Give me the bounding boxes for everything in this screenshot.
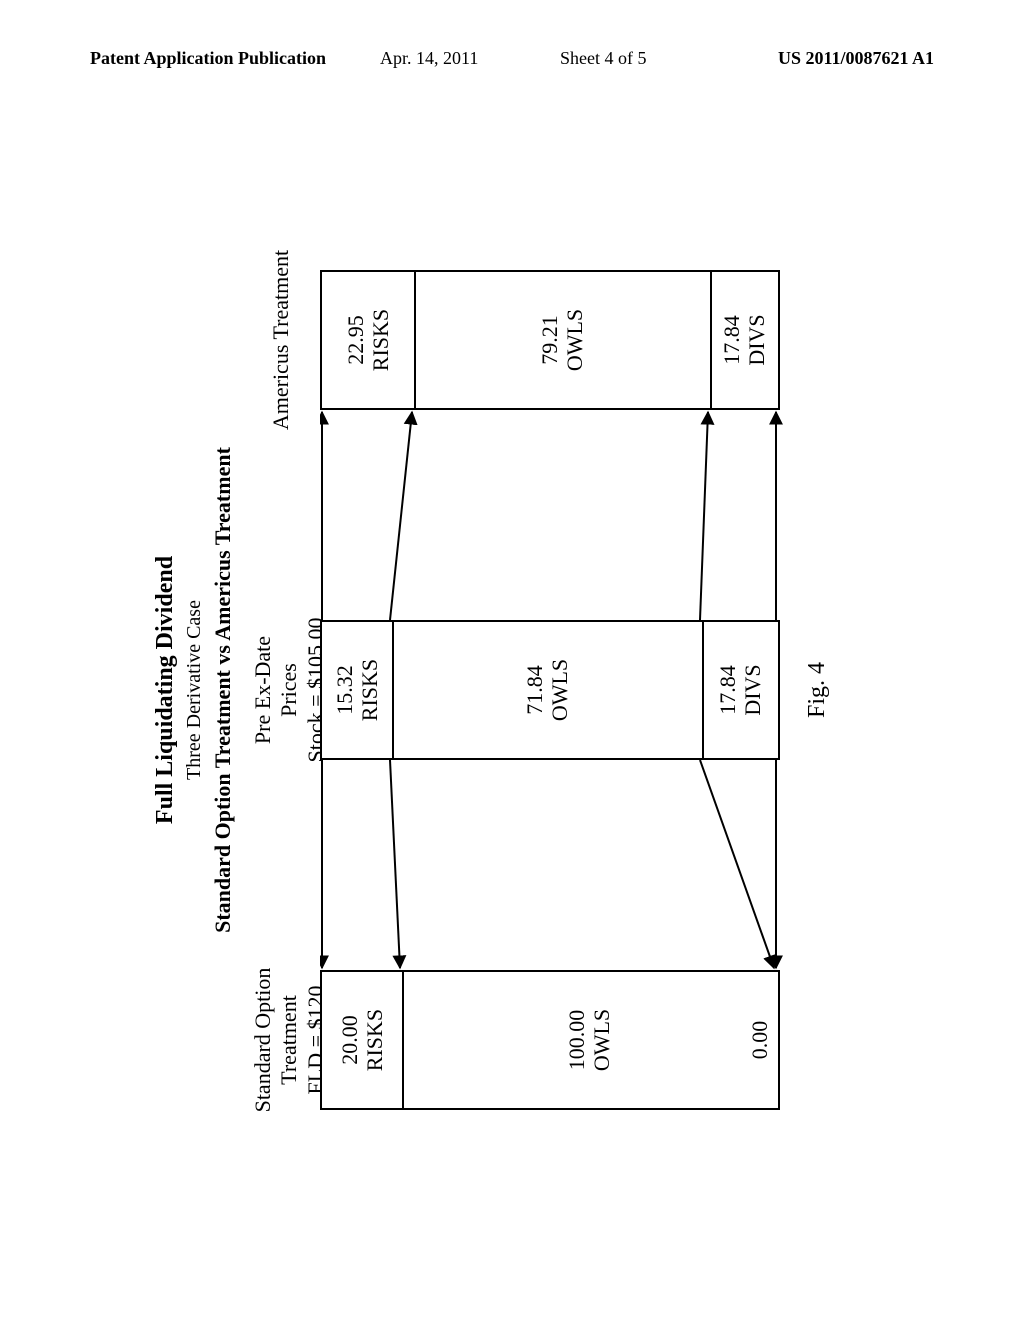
bar-right-owls-label: OWLS xyxy=(562,309,587,371)
heading-mid-line2: Prices xyxy=(276,663,301,717)
bar-right-owls-value: 79.21 xyxy=(537,315,562,365)
heading-right: Americus Treatment xyxy=(268,230,294,450)
bar-left-risks-label: RISKS xyxy=(362,1009,387,1071)
diagram: 20.00 RISKS 100.00 OWLS 0.00 15.32 RISKS… xyxy=(320,180,790,1200)
bar-mid-risks-label: RISKS xyxy=(357,659,382,721)
bar-mid-divs-value: 17.84 xyxy=(715,665,740,715)
figure-caption: Fig. 4 xyxy=(804,180,831,1200)
bar-right-risks-value: 22.95 xyxy=(343,315,368,365)
bar-left-divs: 0.00 xyxy=(742,972,778,1108)
heading-right-line1: Americus Treatment xyxy=(268,250,293,430)
bar-mid-divs-label: DIVS xyxy=(740,664,765,715)
bar-right: 22.95 RISKS 79.21 OWLS 17.84 DIVS xyxy=(320,270,780,410)
heading-left-line1: Standard Option Treatment xyxy=(250,968,301,1113)
bar-mid-owls: 71.84 OWLS xyxy=(392,622,702,758)
bar-mid-owls-value: 71.84 xyxy=(522,665,547,715)
bar-left-risks: 20.00 RISKS xyxy=(322,972,402,1108)
title-line-1: Full Liquidating Dividend xyxy=(152,180,179,1200)
bar-mid: 15.32 RISKS 71.84 OWLS 17.84 DIVS xyxy=(320,620,780,760)
bar-right-owls: 79.21 OWLS xyxy=(414,272,710,408)
bar-mid-risks-value: 15.32 xyxy=(332,665,357,715)
heading-mid-line1: Pre Ex-Date xyxy=(250,636,275,744)
bar-left-owls-value: 100.00 xyxy=(564,1010,589,1071)
bar-left: 20.00 RISKS 100.00 OWLS 0.00 xyxy=(320,970,780,1110)
column-headings: Standard Option Treatment FLD = $120 Pre… xyxy=(250,180,320,1200)
bar-right-divs-label: DIVS xyxy=(744,314,769,365)
heading-mid: Pre Ex-Date Prices Stock = $105.00 xyxy=(250,580,329,800)
bar-left-risks-value: 20.00 xyxy=(337,1015,362,1065)
bar-left-owls: 100.00 OWLS xyxy=(402,972,776,1108)
header-sheet: Sheet 4 of 5 xyxy=(560,48,646,69)
header-date: Apr. 14, 2011 xyxy=(380,48,478,69)
header-pubno: US 2011/0087621 A1 xyxy=(778,48,934,69)
bar-mid-owls-label: OWLS xyxy=(547,659,572,721)
bar-mid-risks: 15.32 RISKS xyxy=(322,622,392,758)
bar-right-divs: 17.84 DIVS xyxy=(710,272,778,408)
figure-titles: Full Liquidating Dividend Three Derivati… xyxy=(152,180,236,1200)
title-line-3: Standard Option Treatment vs Americus Tr… xyxy=(210,180,236,1200)
bar-right-risks-label: RISKS xyxy=(368,309,393,371)
bar-left-divs-value: 0.00 xyxy=(747,1021,772,1060)
figure: Full Liquidating Dividend Three Derivati… xyxy=(152,180,872,1200)
bar-right-risks: 22.95 RISKS xyxy=(322,272,414,408)
bar-right-divs-value: 17.84 xyxy=(719,315,744,365)
bar-mid-divs: 17.84 DIVS xyxy=(702,622,778,758)
heading-left: Standard Option Treatment FLD = $120 xyxy=(250,930,329,1150)
title-line-2: Three Derivative Case xyxy=(183,180,206,1200)
bar-left-owls-label: OWLS xyxy=(589,1009,614,1071)
header-left: Patent Application Publication xyxy=(90,48,326,69)
